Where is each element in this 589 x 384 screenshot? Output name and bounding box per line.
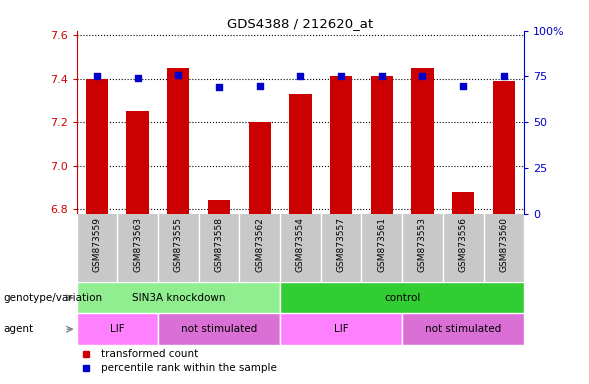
Point [336, 73, 346, 79]
Text: SIN3A knockdown: SIN3A knockdown [131, 293, 225, 303]
Point [214, 84, 224, 91]
Text: GSM873561: GSM873561 [378, 217, 386, 272]
Text: LIF: LIF [334, 324, 349, 334]
Bar [280, 313, 402, 345]
Text: GSM873562: GSM873562 [255, 217, 264, 272]
Text: GSM873553: GSM873553 [418, 217, 427, 272]
Bar [208, 200, 230, 214]
Bar [280, 282, 524, 313]
Bar [158, 313, 280, 345]
Bar [330, 76, 352, 214]
Text: GSM873558: GSM873558 [214, 217, 223, 272]
Bar [289, 94, 312, 214]
Bar [370, 76, 393, 214]
Text: GSM873554: GSM873554 [296, 217, 305, 272]
Text: GSM873556: GSM873556 [459, 217, 468, 272]
Text: GSM873560: GSM873560 [499, 217, 508, 272]
Bar [77, 282, 280, 313]
Text: LIF: LIF [110, 324, 125, 334]
Text: GSM873563: GSM873563 [133, 217, 142, 272]
Bar [127, 111, 149, 214]
Point [458, 83, 468, 89]
Bar [167, 68, 190, 214]
Text: not stimulated: not stimulated [181, 324, 257, 334]
Bar [411, 68, 434, 214]
Point [499, 73, 508, 79]
Text: GSM873555: GSM873555 [174, 217, 183, 272]
Bar [86, 79, 108, 214]
Bar [77, 313, 158, 345]
Bar [249, 122, 271, 214]
Text: not stimulated: not stimulated [425, 324, 501, 334]
Text: genotype/variation: genotype/variation [3, 293, 102, 303]
Bar [402, 313, 524, 345]
Point [92, 73, 102, 79]
Point [174, 71, 183, 78]
Point [418, 73, 427, 79]
Bar [492, 81, 515, 214]
Title: GDS4388 / 212620_at: GDS4388 / 212620_at [227, 17, 373, 30]
Text: transformed count: transformed count [101, 349, 198, 359]
Point [377, 73, 386, 79]
Text: agent: agent [3, 324, 33, 334]
Bar [452, 192, 474, 214]
Point [296, 73, 305, 79]
Text: control: control [384, 293, 421, 303]
Point [133, 75, 143, 81]
Text: GSM873559: GSM873559 [92, 217, 101, 272]
Text: GSM873557: GSM873557 [336, 217, 346, 272]
Text: percentile rank within the sample: percentile rank within the sample [101, 362, 277, 372]
Point [255, 83, 264, 89]
